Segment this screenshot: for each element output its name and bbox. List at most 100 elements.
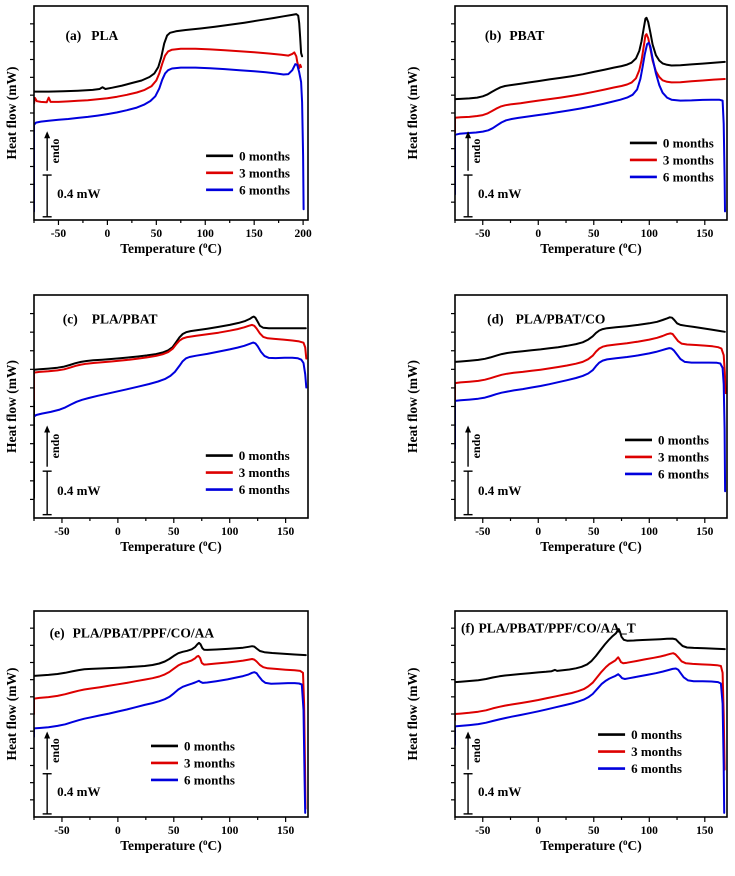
panel-title: (d) PLA/PBAT/CO (487, 311, 605, 326)
x-tick-label: 100 (641, 825, 659, 837)
x-tick-label: 150 (696, 526, 714, 538)
endo-arrow-head-icon (44, 131, 51, 139)
x-tick-label: 150 (696, 228, 714, 240)
y-axis-title: Heat flow (mW) (405, 360, 420, 453)
x-axis-title: Temperature (oC) (540, 538, 642, 554)
x-tick-label: 50 (588, 825, 600, 837)
x-tick-label: -50 (54, 526, 70, 538)
legend-label: 3 months (631, 744, 682, 759)
y-axis-title: Heat flow (mW) (4, 67, 19, 160)
curve-3-months (454, 332, 727, 401)
x-axis-title: Temperature (oC) (120, 240, 222, 256)
curve-6-months (33, 671, 307, 814)
panel-a-container: -50 0 50 100 150 200 Temperature (oC) Heat flow… (0, 0, 367, 260)
curve-3-months (33, 654, 307, 810)
endo-label: endo (48, 738, 62, 763)
x-tick-label: 150 (246, 228, 264, 240)
curve-0-months (33, 641, 307, 677)
legend-label: 6 months (658, 466, 709, 481)
legend-label: 0 months (658, 432, 709, 447)
x-tick-label: 0 (535, 825, 541, 837)
y-axis-title: Heat flow (mW) (4, 360, 19, 453)
legend: 0 months 3 months 6 months (625, 432, 709, 481)
legend-label: 3 months (658, 449, 709, 464)
legend-label: 3 months (663, 152, 714, 167)
x-tick-label: 100 (221, 526, 239, 538)
dsc-panel-a: -50 0 50 100 150 200 Temperature (oC) Heat flow… (4, 5, 312, 256)
x-tick-label: 150 (277, 825, 295, 837)
panel-c-container: -50 0 50 100 150 Temperature (oC) Heat flow (m… (0, 275, 367, 575)
endo-arrow-head-icon (465, 731, 472, 739)
dsc-panel-e: -50 0 50 100 150 Temperature (oC) Heat flow (m… (4, 610, 309, 853)
curve-3-months (454, 652, 726, 771)
legend-label: 3 months (239, 465, 290, 480)
scale-bar-label: 0.4 mW (57, 784, 100, 799)
x-tick-label: 100 (197, 228, 215, 240)
curve-6-months (454, 347, 727, 493)
endo-label: endo (48, 434, 62, 459)
curve-0-months (454, 628, 726, 684)
endo-arrow-head-icon (44, 425, 51, 433)
legend: 0 months 3 months 6 months (629, 135, 714, 184)
curve-6-months (454, 667, 726, 814)
legend-label: 3 months (239, 165, 290, 180)
x-axis-title: Temperature (oC) (540, 837, 642, 853)
x-tick-label: -50 (475, 825, 491, 837)
curve-0-months (454, 16, 726, 101)
dsc-panel-c: -50 0 50 100 150 Temperature (oC) Heat flow (m… (4, 294, 309, 554)
scale-bar-label: 0.4 mW (478, 483, 521, 498)
x-tick-label: 0 (115, 526, 121, 538)
legend-label: 6 months (239, 182, 290, 197)
legend: 0 months 3 months 6 months (598, 727, 682, 776)
endo-arrow-head-icon (465, 425, 472, 433)
curve-3-months (454, 33, 726, 134)
legend-label: 0 months (663, 135, 714, 150)
scale-bar-label: 0.4 mW (57, 186, 100, 201)
curve-3-months (33, 47, 303, 105)
x-tick-label: 100 (641, 526, 659, 538)
panel-title: (b) PBAT (485, 28, 545, 43)
x-axis-title: Temperature (oC) (120, 538, 222, 554)
curves-group (33, 641, 307, 814)
panel-f-container: -50 0 50 100 150 Temperature (oC) Heat flow (m… (367, 590, 734, 871)
endo-label: endo (469, 738, 483, 763)
x-tick-label: 50 (151, 228, 163, 240)
x-tick-label: 0 (535, 526, 541, 538)
x-tick-label: 150 (696, 825, 714, 837)
x-tick-label: 50 (168, 825, 180, 837)
curves-group (33, 13, 305, 213)
legend-label: 0 months (239, 448, 290, 463)
x-tick-label: 0 (535, 228, 541, 240)
x-tick-label: 50 (168, 526, 180, 538)
legend-label: 6 months (239, 482, 290, 497)
curve-6-months (33, 341, 308, 418)
x-tick-label: 150 (277, 526, 295, 538)
x-tick-label: -50 (475, 228, 491, 240)
legend-label: 3 months (184, 755, 235, 770)
panel-d-container: -50 0 50 100 150 Temperature (oC) Heat flow (m… (367, 275, 734, 575)
panel-b-container: -50 0 50 100 150 Temperature (oC) Heat flow (m… (367, 0, 734, 260)
legend: 0 months 3 months 6 months (150, 738, 235, 787)
panel-title: (f) PLA/PBAT/PPF/CO/AA_T (461, 620, 636, 635)
x-axis-title: Temperature (oC) (120, 837, 222, 853)
curves-group (454, 316, 727, 493)
curve-0-months (454, 316, 726, 363)
endo-label: endo (48, 139, 62, 164)
dsc-panel-f: -50 0 50 100 150 Temperature (oC) Heat flow (m… (405, 610, 728, 853)
legend-label: 6 months (663, 169, 714, 184)
curve-3-months (33, 323, 308, 401)
x-tick-label: -50 (54, 825, 70, 837)
x-tick-label: 50 (588, 526, 600, 538)
legend-label: 0 months (184, 738, 235, 753)
legend: 0 months 3 months 6 months (205, 448, 290, 497)
y-axis-title: Heat flow (mW) (405, 67, 420, 160)
x-tick-label: 0 (115, 825, 121, 837)
y-axis-title: Heat flow (mW) (4, 668, 19, 761)
x-tick-label: 100 (221, 825, 239, 837)
endo-label: endo (469, 434, 483, 459)
legend-label: 0 months (631, 727, 682, 742)
endo-arrow-head-icon (465, 131, 472, 139)
scale-bar-label: 0.4 mW (57, 483, 100, 498)
panel-title: (e) PLA/PBAT/PPF/CO/AA (50, 626, 215, 641)
